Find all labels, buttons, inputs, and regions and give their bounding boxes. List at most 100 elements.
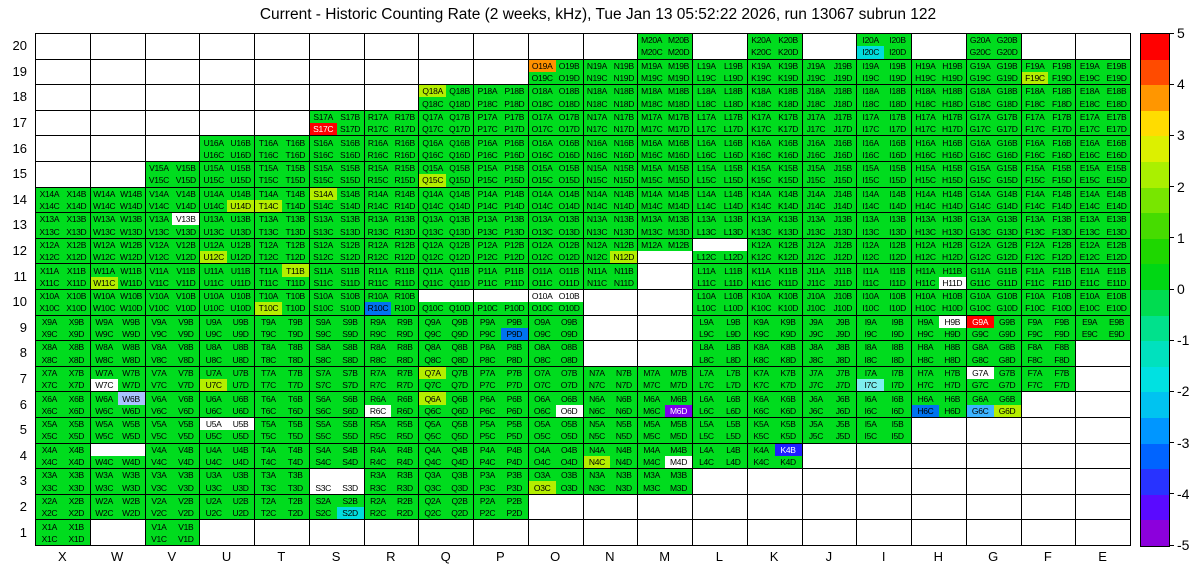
channel-G15D: G15D [993, 174, 1021, 187]
channel-Q16C: Q16C [419, 148, 447, 161]
channel-O11D: O11D [555, 276, 583, 289]
channel-T11B: T11B [281, 264, 309, 277]
channel-X3B: X3B [62, 469, 90, 482]
channel-S12A: S12A [309, 238, 337, 252]
channel-V1C: V1C [145, 532, 173, 545]
channel-U2C: U2C [200, 507, 228, 520]
channel-R15B: R15B [391, 162, 419, 175]
module-F13: F13A F13B F13C F13D [1021, 213, 1077, 239]
channel-L18A: L18A [693, 85, 720, 98]
channel-Q5A: Q5A [419, 418, 447, 431]
channel-N14B: N14B [610, 187, 638, 200]
channel-U15B: U15B [227, 162, 254, 175]
colorbar-band-5 [1141, 162, 1169, 188]
channel-U10A: U10A [200, 290, 228, 303]
channel-K5A: K5A [747, 418, 775, 431]
channel-T3A: T3A [255, 469, 282, 482]
channel-K10B: K10B [774, 290, 802, 303]
channel-L14C: L14C [693, 199, 720, 213]
channel-Q14B: Q14B [446, 187, 473, 200]
channel-T4B: T4B [281, 443, 309, 456]
channel-F18C: F18C [1021, 97, 1049, 110]
channel-R10B: R10B [391, 290, 419, 303]
channel-O16C: O16C [528, 148, 556, 161]
channel-Q15C: Q15C [419, 174, 447, 187]
channel-K7D: K7D [774, 379, 802, 392]
channel-X3A: X3A [36, 469, 63, 482]
channel-S3D: S3D [336, 481, 364, 494]
channel-O11B: O11B [555, 264, 583, 277]
channel-J5B: J5B [829, 418, 857, 431]
channel-H8D: H8D [938, 353, 966, 366]
channel-R17B: R17B [391, 110, 419, 124]
channel-J11B: J11B [829, 264, 857, 277]
channel-J7C: J7C [802, 379, 830, 392]
module-E20-empty [1076, 34, 1131, 60]
module-Q19-empty [419, 59, 474, 86]
channel-V13D: V13D [172, 225, 200, 238]
channel-I10C: I10C [857, 302, 885, 315]
module-L5: L5A L5B L5C L5D [693, 418, 748, 444]
channel-O3A: O3A [528, 469, 556, 482]
channel-P8D: P8D [500, 353, 528, 366]
channel-R12B: R12B [391, 238, 419, 252]
channel-O9A: O9A [528, 315, 556, 328]
channel-V6D: V6D [172, 404, 200, 417]
channel-I9B: I9B [884, 315, 911, 328]
module-F18: F18A F18B F18C F18D [1021, 85, 1077, 111]
module-X12: X12A X12B X12C X12D [36, 238, 91, 265]
channel-V8C: V8C [145, 353, 173, 366]
module-S11: S11A S11B S11C S11D [309, 264, 365, 290]
channel-I17A: I17A [857, 110, 885, 124]
module-O15: O15A O15B O15C O15D [528, 162, 584, 188]
channel-K12B: K12B [774, 238, 802, 252]
channel-M15A: M15A [638, 162, 666, 175]
module-J19: J19A J19B J19C J19D [802, 59, 858, 86]
channel-W12A: W12A [90, 238, 118, 252]
module-Q14: Q14A Q14B Q14C Q14D [419, 187, 474, 214]
channel-M18B: M18B [665, 85, 692, 98]
module-R19-empty [364, 59, 420, 86]
channel-U16B: U16B [227, 136, 254, 149]
channel-L15B: L15B [719, 162, 747, 175]
channel-Q7C: Q7C [419, 379, 447, 392]
module-X9: X9A X9B X9C X9D [36, 315, 91, 342]
channel-X12A: X12A [36, 238, 63, 252]
module-J7: J7A J7B J7C J7D [802, 366, 858, 393]
channel-S14D: S14D [336, 199, 364, 213]
channel-J18A: J18A [802, 85, 830, 98]
channel-H11B: H11B [938, 264, 966, 277]
channel-P12C: P12C [474, 251, 501, 264]
channel-I16C: I16C [857, 148, 885, 161]
channel-G16C: G16C [966, 148, 994, 161]
module-X5: X5A X5B X5C X5D [36, 418, 91, 444]
channel-F12D: F12D [1048, 251, 1076, 264]
channel-X8A: X8A [36, 341, 63, 354]
module-Q7: Q7A Q7B Q7C Q7D [419, 366, 474, 393]
channel-R17C: R17C [364, 123, 392, 136]
channel-X10D: X10D [62, 302, 90, 315]
module-G19: G19A G19B G19C G19D [966, 59, 1022, 86]
channel-Q6D: Q6D [446, 404, 473, 417]
channel-R9D: R9D [391, 327, 419, 341]
channel-G10C: G10C [966, 302, 994, 315]
module-F4-empty [1021, 443, 1077, 470]
channel-R15C: R15C [364, 174, 392, 187]
channel-Q11D: Q11D [446, 276, 473, 289]
module-N11: N11A N11B N11C N11D [583, 264, 639, 290]
channel-J6D: J6D [829, 404, 857, 417]
channel-I18A: I18A [857, 85, 885, 98]
x-axis-label-N: N [605, 549, 615, 564]
channel-U12B: U12B [227, 238, 254, 252]
channel-P13C: P13C [474, 225, 501, 238]
channel-P13D: P13D [500, 225, 528, 238]
module-S7: S7A S7B S7C S7D [309, 366, 365, 393]
y-axis-label-12: 12 [12, 243, 27, 259]
module-H20-empty [912, 34, 967, 60]
channel-L6B: L6B [719, 392, 747, 405]
channel-S8A: S8A [309, 341, 337, 354]
channel-H10B: H10B [938, 290, 966, 303]
colorbar-tick-label-2: 2 [1177, 178, 1185, 195]
channel-P7A: P7A [474, 366, 501, 380]
channel-V12C: V12C [145, 251, 173, 264]
